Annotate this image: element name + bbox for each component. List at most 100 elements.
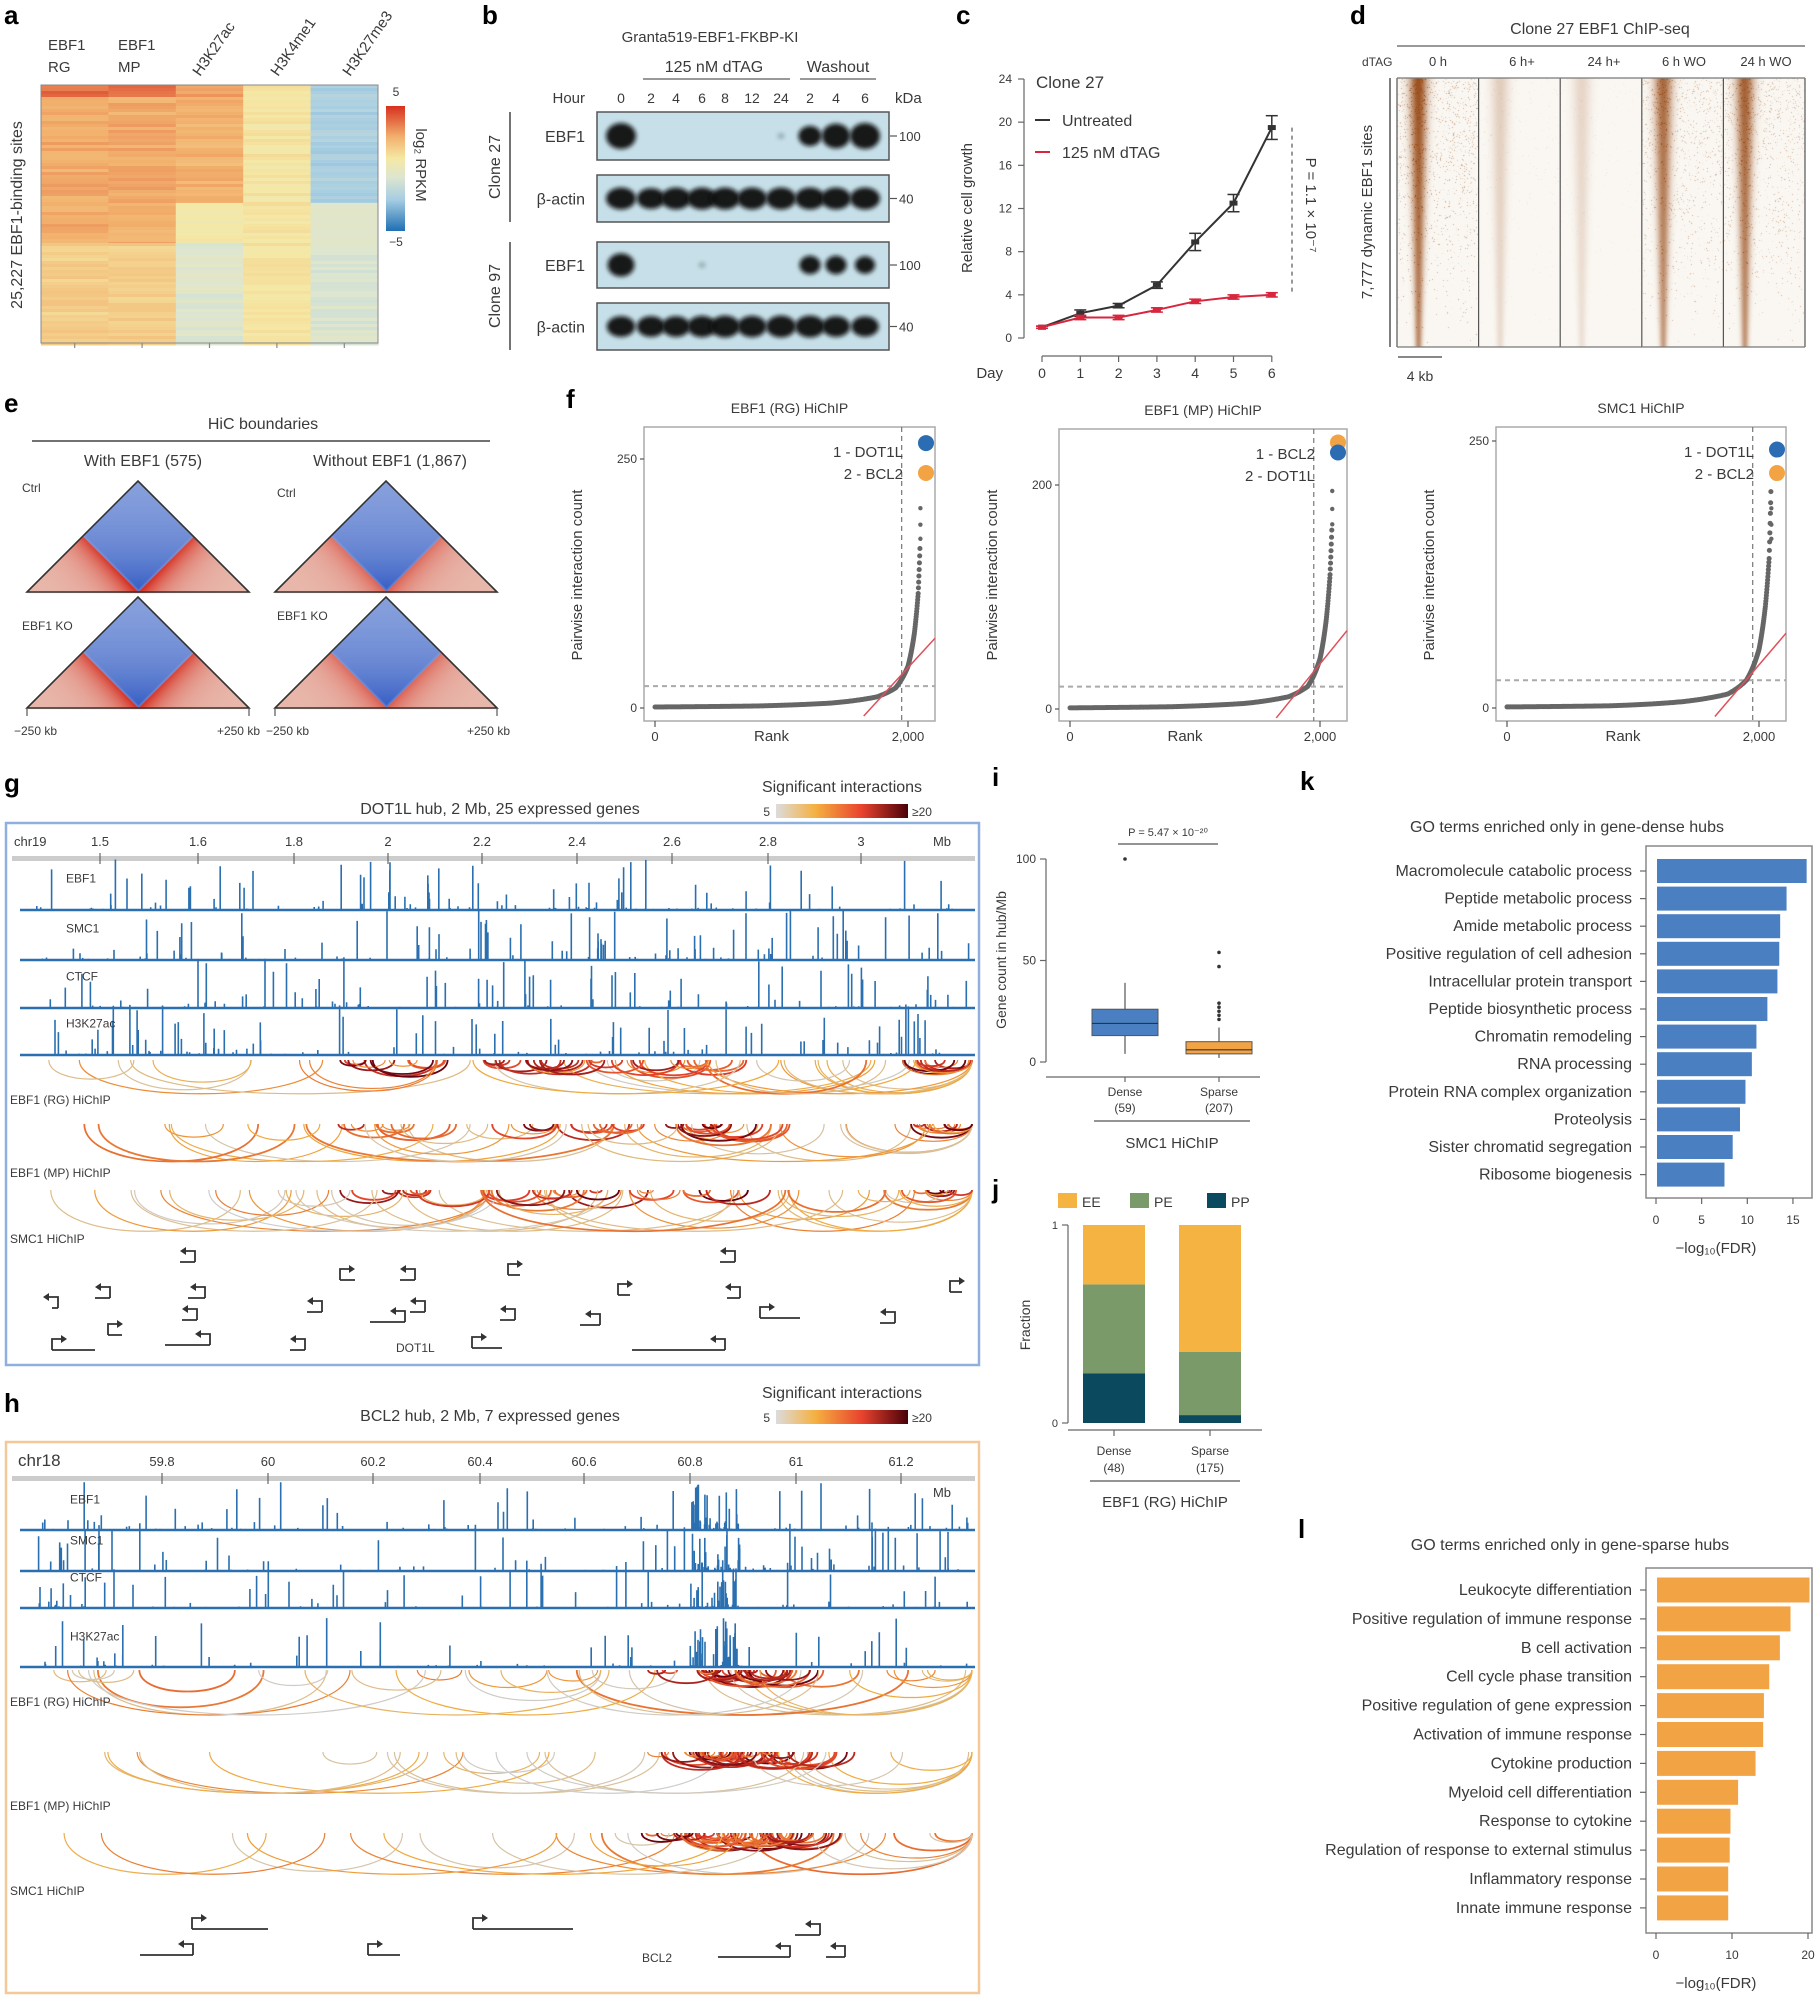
interaction-arc bbox=[707, 1059, 973, 1095]
heatmap-row bbox=[41, 190, 109, 194]
heatmap-row bbox=[243, 327, 312, 331]
heatmap-row bbox=[41, 330, 109, 334]
column-label: EBF1 bbox=[118, 37, 156, 54]
heatmap-row bbox=[175, 160, 244, 164]
category-count: (48) bbox=[1103, 1461, 1124, 1475]
x-left-label: −250 kb bbox=[14, 724, 57, 738]
outlier-point bbox=[1217, 1017, 1221, 1022]
interaction-arc bbox=[749, 1669, 789, 1680]
interaction-arc bbox=[762, 1751, 774, 1755]
data-point bbox=[1267, 292, 1276, 298]
lane-label: 6 bbox=[861, 90, 869, 106]
treatment-label: 125 nM dTAG bbox=[665, 59, 763, 76]
legend-swatch bbox=[1058, 1193, 1077, 1208]
heatmap-row bbox=[310, 121, 379, 125]
column-header: 24 h WO bbox=[1740, 54, 1791, 69]
interaction-arc bbox=[495, 1751, 720, 1794]
scale-bar-label: 4 kb bbox=[1407, 368, 1434, 384]
heatmap-row bbox=[243, 270, 312, 274]
heatmap-row bbox=[175, 181, 244, 185]
heatmap-row bbox=[175, 321, 244, 325]
protein-band bbox=[698, 262, 706, 268]
gene-model bbox=[632, 1338, 726, 1351]
interaction-arc bbox=[736, 1751, 814, 1770]
gene-model bbox=[410, 1300, 426, 1313]
heatmap-row bbox=[108, 196, 177, 200]
interaction-arc bbox=[350, 1123, 384, 1132]
interaction-arc bbox=[331, 1189, 490, 1226]
interaction-arc bbox=[636, 1189, 681, 1201]
x-tick-label: 0 bbox=[1503, 729, 1510, 744]
x-right-label: +250 kb bbox=[217, 724, 260, 738]
bar bbox=[1657, 1577, 1810, 1603]
heatmap-row bbox=[310, 285, 379, 289]
panel-b-western-blot bbox=[509, 78, 897, 351]
interaction-arc bbox=[483, 1059, 505, 1066]
kda-marker: 40 bbox=[899, 192, 913, 207]
heatmap-row bbox=[108, 333, 177, 337]
heatmap-row bbox=[310, 321, 379, 325]
heatmap-row bbox=[41, 230, 109, 234]
heatmap-row bbox=[243, 100, 312, 104]
plot-frame bbox=[643, 426, 936, 722]
interaction-arc bbox=[670, 1059, 709, 1070]
data-point bbox=[1267, 125, 1276, 131]
coordinate-label: 2 bbox=[384, 834, 391, 849]
hour-label: Hour bbox=[552, 90, 585, 107]
bar bbox=[1657, 1024, 1757, 1049]
tss-arrow-icon bbox=[410, 1297, 416, 1305]
interaction-arc bbox=[409, 1189, 430, 1196]
data-point bbox=[1114, 303, 1123, 309]
interaction-arc bbox=[769, 1832, 811, 1843]
heatmap-row bbox=[310, 163, 379, 167]
heatmap-row bbox=[310, 142, 379, 146]
interaction-arc bbox=[83, 1123, 260, 1163]
interaction-arc bbox=[130, 1059, 471, 1095]
heatmap-row bbox=[243, 224, 312, 228]
group-label: EBF1 (RG) HiChIP bbox=[1102, 1494, 1228, 1511]
heatmap-row bbox=[175, 112, 244, 116]
tss-arrow-icon bbox=[880, 1308, 886, 1316]
heatmap-row bbox=[175, 136, 244, 140]
hichip-arcs bbox=[50, 1189, 973, 1233]
heatmap-row bbox=[41, 115, 109, 119]
heatmap-row bbox=[243, 273, 312, 277]
interaction-arc bbox=[383, 1832, 724, 1875]
heatmap-row bbox=[41, 112, 109, 116]
interaction-arc bbox=[893, 1669, 973, 1689]
heatmap-row bbox=[175, 190, 244, 194]
heatmap-row bbox=[243, 190, 312, 194]
heatmap-row bbox=[41, 291, 109, 295]
heatmap-row bbox=[175, 288, 244, 292]
tss-arrow-icon bbox=[61, 1335, 67, 1343]
heatmap-row bbox=[243, 321, 312, 325]
heatmap-row bbox=[175, 100, 244, 104]
gene-model bbox=[400, 1268, 416, 1281]
category-label: Proteolysis bbox=[1554, 1111, 1632, 1128]
interaction-arc bbox=[96, 1669, 265, 1709]
heatmap-row bbox=[41, 209, 109, 213]
y-axis-label: Fraction bbox=[1017, 1300, 1033, 1351]
heatmap-row bbox=[175, 285, 244, 289]
heatmap-row bbox=[108, 255, 177, 259]
y-tick-label: 0 bbox=[1029, 1055, 1036, 1069]
heatmap-row bbox=[175, 196, 244, 200]
heatmap-row bbox=[175, 145, 244, 149]
interaction-arc bbox=[395, 1669, 656, 1716]
tss-arrow-icon bbox=[182, 1305, 188, 1313]
heatmap-row bbox=[41, 169, 109, 173]
panel-k-go-dense bbox=[1640, 845, 1813, 1204]
browser-frame bbox=[4, 1440, 981, 1995]
heatmap-row bbox=[243, 184, 312, 188]
protein-band bbox=[821, 187, 851, 210]
interaction-arc bbox=[405, 1189, 624, 1232]
heatmap-row bbox=[41, 306, 109, 310]
heatmap-row bbox=[243, 178, 312, 182]
interaction-arc bbox=[893, 1832, 973, 1852]
interaction-arc bbox=[599, 1123, 643, 1135]
column-label: H3K27me3 bbox=[339, 8, 396, 79]
panel-i-boxplot bbox=[1040, 843, 1260, 1122]
heatmap-row bbox=[41, 336, 109, 340]
heatmap-row bbox=[175, 193, 244, 197]
bar bbox=[1657, 1866, 1729, 1892]
